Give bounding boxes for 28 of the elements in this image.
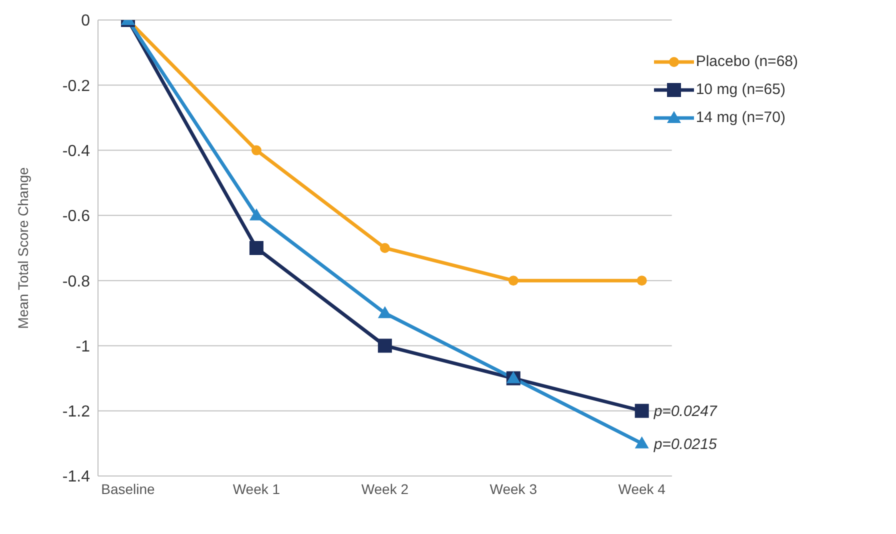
- point: [378, 306, 392, 318]
- legend-label: 14 mg (n=70): [696, 108, 786, 128]
- y-tick-label: -1.4: [62, 468, 90, 486]
- point: [634, 404, 649, 418]
- point: [249, 241, 264, 255]
- annotation: p=0.0215: [652, 436, 718, 453]
- y-tick-label: -0.4: [62, 142, 90, 160]
- point: [636, 276, 647, 286]
- point: [251, 145, 262, 156]
- y-tick-label: -0.8: [62, 273, 90, 290]
- y-axis-title: Mean Total Score Change: [14, 166, 31, 329]
- x-tick-label: Week 3: [490, 480, 538, 497]
- x-tick-label: Week 2: [361, 480, 409, 497]
- y-tick-label: -0.2: [62, 78, 90, 95]
- point: [508, 276, 518, 286]
- y-tick-label: -0.6: [62, 208, 90, 226]
- annotation: p=0.0247: [652, 403, 718, 420]
- point: [378, 338, 392, 353]
- y-tick-label: -1.2: [62, 404, 90, 421]
- legend-label: 10 mg (n=65): [696, 80, 786, 100]
- legend-label: Placebo (n=68): [696, 52, 798, 72]
- x-tick-label: Week 1: [232, 480, 280, 497]
- x-tick-label: Baseline: [101, 480, 156, 497]
- point: [634, 436, 649, 448]
- y-tick-label: 0: [81, 12, 90, 30]
- point: [380, 243, 390, 253]
- y-tick-label: -1: [76, 338, 90, 356]
- x-tick-label: Week 4: [618, 480, 666, 497]
